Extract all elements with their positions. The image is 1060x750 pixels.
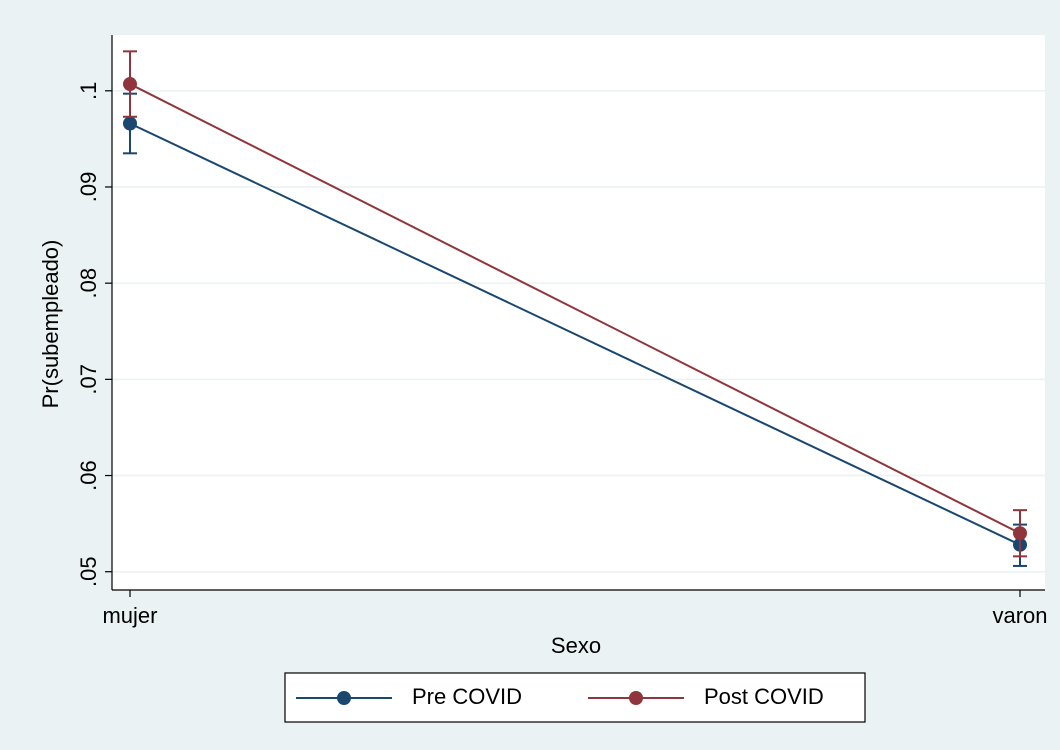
series-line	[129, 122, 1021, 546]
plot-area	[112, 35, 1045, 590]
y-tick-label: .09	[76, 172, 101, 203]
y-axis-title: Pr(subempleado)	[38, 240, 63, 409]
y-tick-label: .08	[76, 268, 101, 299]
x-tick-label: mujer	[102, 603, 157, 628]
series-line	[129, 83, 1021, 535]
x-axis-title: Sexo	[551, 633, 601, 658]
y-tick-label: .06	[76, 460, 101, 491]
x-tick-label: varon	[992, 603, 1047, 628]
y-tick-label: .07	[76, 364, 101, 395]
point	[1013, 526, 1027, 541]
legend-marker	[337, 691, 351, 705]
y-tick-label: .05	[76, 556, 101, 587]
legend-label: Pre COVID	[412, 684, 522, 709]
legend-marker	[629, 691, 643, 705]
y-tick-label: .1	[76, 82, 101, 100]
point	[123, 77, 137, 92]
legend-label: Post COVID	[704, 684, 824, 709]
point	[123, 116, 137, 131]
